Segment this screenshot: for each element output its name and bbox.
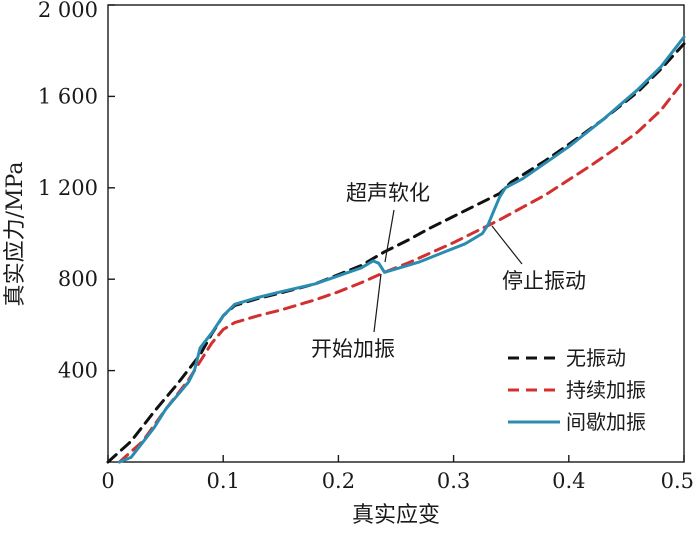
y-tick-label: 400 bbox=[58, 359, 98, 383]
x-tick-label: 0.1 bbox=[206, 469, 239, 493]
y-tick-label: 800 bbox=[58, 267, 98, 291]
annotation-start-pointer bbox=[373, 273, 382, 333]
tick-layer: 0 0.1 0.2 0.3 0.4 0.5 400 800 1 200 1 600 2 000 bbox=[38, 0, 694, 493]
series-line-continuous-vibration bbox=[118, 78, 686, 464]
y-tick-label: 2 000 bbox=[38, 0, 98, 22]
annotation-stop-vibration: 停止振动 bbox=[502, 269, 586, 293]
legend-label-intermittent-vibration: 间歇加振 bbox=[566, 410, 646, 434]
x-tick-label: 0.5 bbox=[661, 469, 694, 493]
annotation-start-vibration: 开始加振 bbox=[311, 337, 395, 361]
annotation-ultrasonic-softening: 超声软化 bbox=[346, 181, 430, 205]
y-tick-label: 1 600 bbox=[38, 84, 98, 108]
legend-item-intermittent-vibration: 间歇加振 bbox=[508, 410, 646, 434]
x-tick-label: 0.4 bbox=[552, 469, 585, 493]
series-line-intermittent-vibration bbox=[118, 35, 686, 464]
y-axis-title: 真实应力/MPa bbox=[3, 162, 28, 307]
legend-item-no-vibration: 无振动 bbox=[508, 346, 626, 370]
annotation-softening-pointer bbox=[384, 209, 395, 263]
series-line-no-vibration bbox=[106, 42, 686, 464]
legend-label-continuous-vibration: 持续加振 bbox=[566, 378, 646, 402]
annotation-stop-pointer bbox=[491, 225, 523, 265]
x-tick-label: 0.3 bbox=[437, 469, 470, 493]
plot-frame bbox=[107, 4, 685, 463]
legend-item-continuous-vibration: 持续加振 bbox=[508, 378, 646, 402]
x-tick-label: 0 bbox=[101, 469, 114, 493]
legend-label-no-vibration: 无振动 bbox=[566, 346, 626, 370]
series-layer bbox=[106, 35, 686, 464]
legend: 无振动 持续加振 间歇加振 bbox=[508, 346, 646, 434]
y-tick-label: 1 200 bbox=[38, 176, 98, 200]
x-tick-label: 0.2 bbox=[322, 469, 355, 493]
x-axis-title: 真实应变 bbox=[352, 503, 440, 528]
